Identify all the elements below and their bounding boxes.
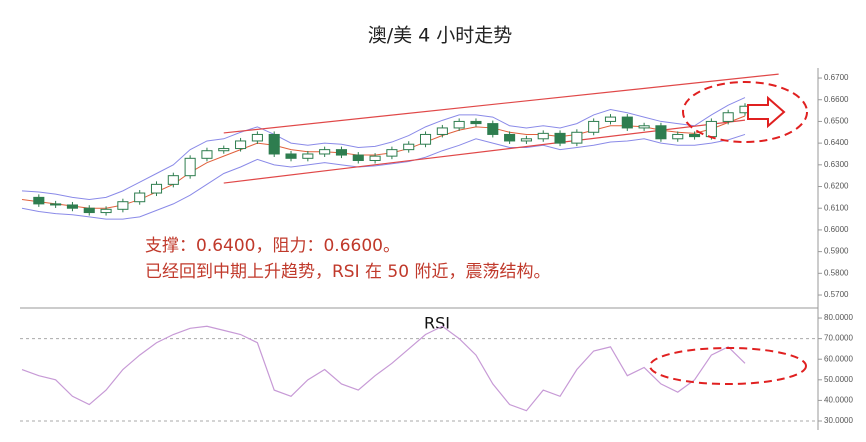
candle — [33, 196, 45, 205]
trendline — [223, 119, 746, 184]
candle — [621, 116, 633, 129]
candle — [436, 127, 448, 135]
band-line — [21, 115, 746, 209]
candle — [235, 140, 247, 150]
highlight-ellipse — [682, 81, 808, 143]
candle — [50, 203, 62, 206]
trendline — [223, 73, 779, 134]
candle — [588, 120, 600, 133]
y-tick-label: 0.6600 — [824, 95, 849, 104]
candle — [403, 143, 415, 151]
candle — [655, 125, 667, 140]
candle — [352, 154, 364, 161]
y-tick-label: 0.6300 — [824, 160, 849, 169]
plot: 0.5700 0.5800 0.5900 0.6000 0.6100 0.6200 0.63… — [20, 73, 853, 425]
highlight-ellipse — [649, 347, 807, 385]
y-tick-label: 30.0000 — [824, 416, 853, 425]
chart-title: 澳/美 4 小时走势 — [368, 25, 513, 47]
candle — [453, 120, 465, 129]
candle — [150, 183, 163, 194]
y-tick-label: 0.5800 — [824, 268, 849, 277]
y-tick-label: 60.0000 — [824, 354, 853, 363]
y-tick-label: 0.5900 — [824, 247, 849, 256]
candle — [604, 116, 617, 122]
y-tick-label: 40.0000 — [824, 396, 853, 405]
candle — [134, 192, 146, 203]
annotation: 支撑：0.6400，阻力：0.6600。 — [145, 236, 400, 256]
candle — [66, 204, 78, 209]
candle — [218, 148, 230, 152]
candle — [268, 133, 280, 155]
band-line — [21, 97, 746, 201]
candle — [504, 133, 516, 142]
y-tick-label: 0.6500 — [824, 117, 849, 126]
candle — [369, 155, 381, 161]
candle — [167, 175, 179, 185]
candle — [302, 153, 314, 159]
candle — [335, 149, 348, 156]
band-line — [21, 133, 746, 220]
y-tick-label: 0.6700 — [824, 73, 849, 82]
y-tick-label: 70.0000 — [824, 334, 853, 343]
candle — [184, 157, 196, 177]
candle — [117, 201, 129, 210]
y-tick-label: 0.5700 — [824, 290, 849, 299]
candle — [705, 120, 717, 138]
candle — [251, 133, 263, 142]
candle — [419, 133, 432, 145]
candle — [638, 125, 650, 129]
candle — [672, 133, 684, 140]
y-tick-label: 0.6200 — [824, 182, 849, 191]
candle — [100, 208, 112, 214]
candle — [201, 150, 213, 159]
candle — [722, 112, 734, 122]
y-tick-label: 80.0000 — [824, 313, 853, 322]
y-tick-label: 0.6100 — [824, 203, 849, 212]
candle — [689, 133, 701, 138]
rsi-line — [21, 325, 746, 412]
candle — [285, 153, 297, 159]
y-tick-label: 0.6000 — [824, 225, 849, 234]
candle — [487, 123, 499, 135]
arrow — [747, 95, 786, 129]
y-tick-label: 0.6400 — [824, 138, 849, 147]
y-tick-label: 50.0000 — [824, 375, 853, 384]
annotation: 已经回到中期上升趋势，RSI 在 50 附近，震荡结构。 — [145, 262, 550, 282]
candle — [386, 149, 398, 157]
candle — [537, 132, 549, 140]
candle — [520, 138, 532, 142]
candle — [319, 149, 331, 155]
candle — [83, 207, 95, 214]
candle — [571, 131, 583, 144]
candle — [554, 132, 566, 144]
candle — [470, 120, 482, 125]
